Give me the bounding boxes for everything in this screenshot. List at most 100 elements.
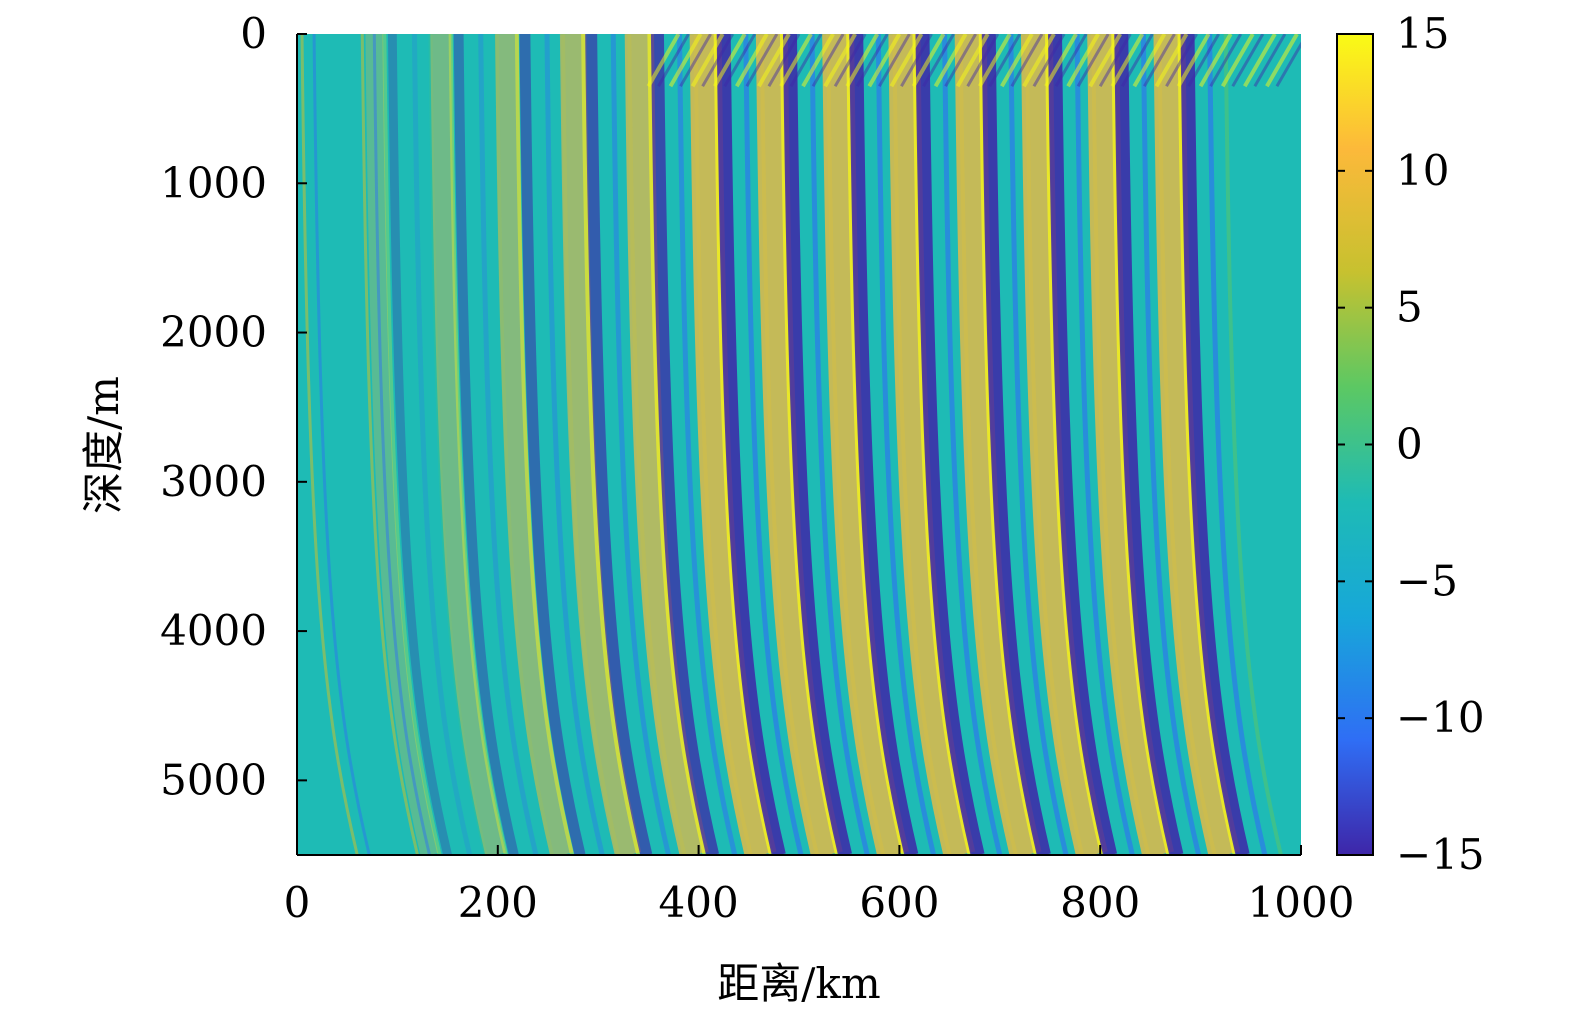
heatmap-arc-secondary [809, 34, 870, 855]
heatmap-arc-positive [559, 34, 642, 855]
heatmap-arc-positive [1020, 34, 1108, 855]
heatmap-arc-secondary [942, 34, 1003, 855]
y-tick-label: 1000 [160, 158, 267, 207]
surface-ripple [1143, 34, 1176, 87]
heatmap-arc-early [300, 34, 359, 855]
heatmap-arc-crest [846, 34, 906, 855]
surface-ripple [1110, 34, 1145, 88]
x-axis-ticks: 0 200 400 600 800 1000 [284, 845, 1355, 927]
heatmap-arc-negative [1114, 34, 1184, 855]
heatmap-arc-secondary [743, 34, 804, 855]
x-tick-label: 400 [659, 878, 739, 927]
heatmap-arc-interference [494, 34, 554, 855]
heatmap-field [300, 34, 1301, 855]
surface-ripple [668, 34, 703, 88]
heatmap-arc-secondary [1008, 34, 1069, 855]
heatmap-arc-crest [713, 34, 773, 855]
surface-ripple [955, 34, 990, 88]
surface-ripple [1265, 34, 1299, 88]
surface-ripple [1076, 34, 1110, 87]
heatmap-arc-negative [453, 34, 519, 855]
heatmap-arc-positive [689, 34, 777, 855]
surface-ripple [701, 34, 735, 87]
y-tick-label: 5000 [160, 755, 267, 804]
x-tick-label: 0 [284, 878, 311, 927]
surface-ripple [845, 34, 880, 88]
colorbar-tick-label: 0 [1396, 420, 1423, 469]
surface-ripple [767, 34, 801, 87]
heatmap-arc-negative [387, 34, 452, 855]
heatmap-arc-crest [912, 34, 972, 855]
heatmap-arc-positive [888, 34, 976, 855]
surface-ripple [933, 34, 968, 88]
heatmap-arc-positive [822, 34, 909, 855]
heatmap-arc-secondary [677, 34, 738, 855]
surface-ripple [1220, 34, 1255, 88]
y-tick-label: 4000 [160, 606, 267, 655]
surface-ripple [1231, 34, 1265, 87]
surface-ripple [646, 34, 681, 88]
surface-ripple [712, 34, 747, 88]
heatmap-arc-crest [448, 34, 508, 855]
heatmap-arc-crest [978, 34, 1038, 855]
heatmap-arc-crest [779, 34, 840, 855]
heatmap-arc-positive [1087, 34, 1175, 855]
surface-ripple [779, 34, 813, 88]
heatmap-arc-negative [519, 34, 586, 855]
surface-ripple [1066, 34, 1100, 88]
colorbar-tick-label: −15 [1396, 830, 1485, 879]
heatmap-arc-positive [1153, 34, 1241, 855]
surface-ripple [1165, 34, 1198, 87]
heatmap-arc-positive [430, 34, 506, 855]
heatmap-arc-secondary [875, 34, 936, 855]
heatmap-arc-negative [1180, 34, 1250, 855]
surface-ripple [1198, 34, 1233, 88]
surface-ripple [988, 34, 1022, 87]
heatmap-arc-negative [782, 34, 852, 855]
surface-ripple [1088, 34, 1123, 88]
colorbar-tick-label: −10 [1396, 693, 1485, 742]
surface-ripple [789, 34, 823, 87]
heatmap-arc-crest [1044, 34, 1105, 855]
y-axis-ticks: 0 1000 2000 3000 4000 5000 [160, 9, 307, 804]
heatmap-arc-negative [981, 34, 1051, 855]
heatmap-arc-early [372, 34, 431, 855]
heatmap-arc-negative [650, 34, 719, 855]
surface-ripple [922, 34, 955, 87]
surface-ripple [745, 34, 779, 87]
heatmap-arc-interference [428, 34, 488, 855]
surface-ripple [1176, 34, 1211, 88]
heatmap-arc-positive [495, 34, 574, 855]
y-tick-label: 0 [240, 9, 267, 58]
heatmap-arc-secondary [1140, 34, 1202, 855]
surface-ripple [911, 34, 946, 88]
y-axis-label: 深度/m [79, 376, 128, 514]
x-tick-label: 200 [458, 878, 538, 927]
heatmap-arc-positive [755, 34, 843, 855]
surface-ripple [1209, 34, 1243, 87]
x-tick-label: 1000 [1248, 878, 1355, 927]
surface-ripple [657, 34, 690, 87]
surface-ripple [878, 34, 911, 87]
surface-ripple [977, 34, 1012, 88]
heatmap-arc-negative [1048, 34, 1118, 855]
surface-ripple [966, 34, 1000, 87]
surface-ripple [944, 34, 978, 87]
surface-ripple [735, 34, 769, 88]
surface-ripple [900, 34, 933, 87]
heatmap-arc-secondary [478, 34, 539, 855]
heatmap-arc-crest [514, 34, 575, 855]
colorbar-tick-label: 15 [1396, 9, 1449, 58]
surface-ripple [801, 34, 835, 88]
surface-ripple [1054, 34, 1088, 87]
heatmap-arc-positive [954, 34, 1042, 855]
heatmap-arc-secondary [1207, 34, 1268, 855]
surface-ripple [1000, 34, 1034, 88]
surface-ripple [889, 34, 924, 88]
colorbar-tick-label: 10 [1396, 146, 1449, 195]
surface-ripple [1022, 34, 1056, 88]
heatmap-arc-early [312, 34, 371, 855]
y-tick-label: 3000 [160, 457, 267, 506]
surface-ripple [823, 34, 857, 88]
